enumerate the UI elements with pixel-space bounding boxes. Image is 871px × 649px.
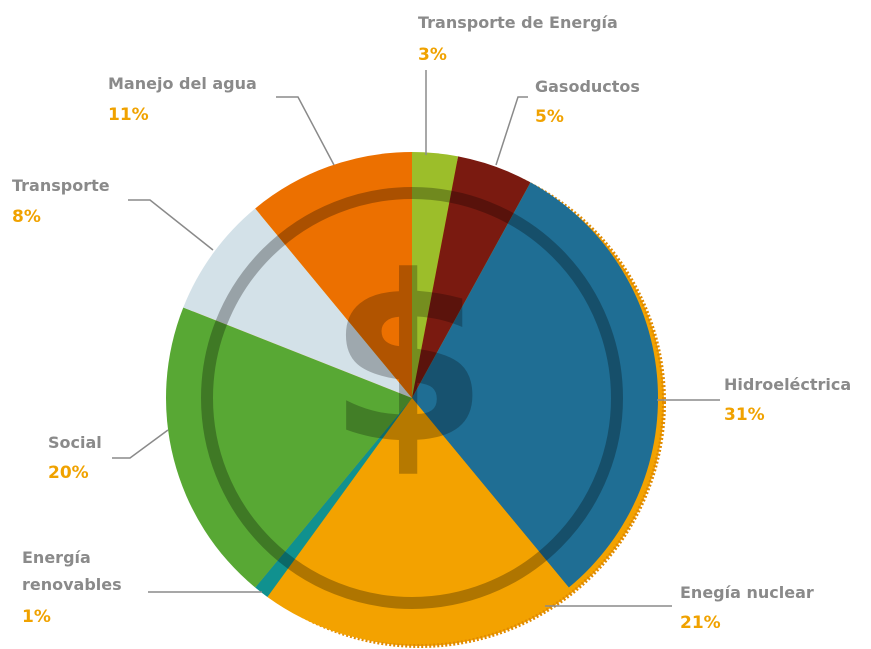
value-label: 1% bbox=[22, 607, 51, 627]
value-label: 8% bbox=[12, 207, 41, 227]
value-label: 21% bbox=[680, 613, 721, 633]
value-label: 11% bbox=[108, 105, 149, 125]
slice bbox=[255, 398, 412, 598]
dollar-sign: $ bbox=[328, 228, 488, 495]
slice-label: Enegía nuclear bbox=[680, 583, 814, 602]
value-label: 31% bbox=[724, 405, 765, 425]
slice bbox=[412, 156, 531, 398]
value-label: 3% bbox=[418, 45, 447, 65]
slice-label: Transporte de Energía bbox=[418, 13, 618, 32]
slice-label: Energía renovables bbox=[22, 548, 122, 594]
slice-label: Manejo del agua bbox=[108, 74, 257, 93]
slice-label: Gasoductos bbox=[535, 77, 640, 96]
slice bbox=[183, 208, 412, 398]
leader-line bbox=[128, 199, 214, 251]
slice bbox=[412, 182, 658, 588]
slice bbox=[255, 152, 412, 398]
leader-line bbox=[495, 96, 528, 166]
slice bbox=[412, 152, 459, 398]
slice-label: Social bbox=[48, 433, 102, 452]
labels: Transporte de Energía 3% Gasoductos 5% Hidro… bbox=[12, 13, 851, 633]
pie bbox=[165, 152, 658, 644]
value-label: 20% bbox=[48, 463, 89, 483]
value-label: 5% bbox=[535, 107, 564, 127]
slice-label: Transporte bbox=[12, 176, 110, 195]
slice bbox=[165, 307, 412, 588]
coin-ring bbox=[201, 187, 623, 609]
slice bbox=[267, 398, 569, 644]
leader-line bbox=[112, 429, 169, 459]
slice-label: Hidroeléctrica bbox=[724, 375, 851, 394]
leader-line bbox=[276, 96, 335, 166]
